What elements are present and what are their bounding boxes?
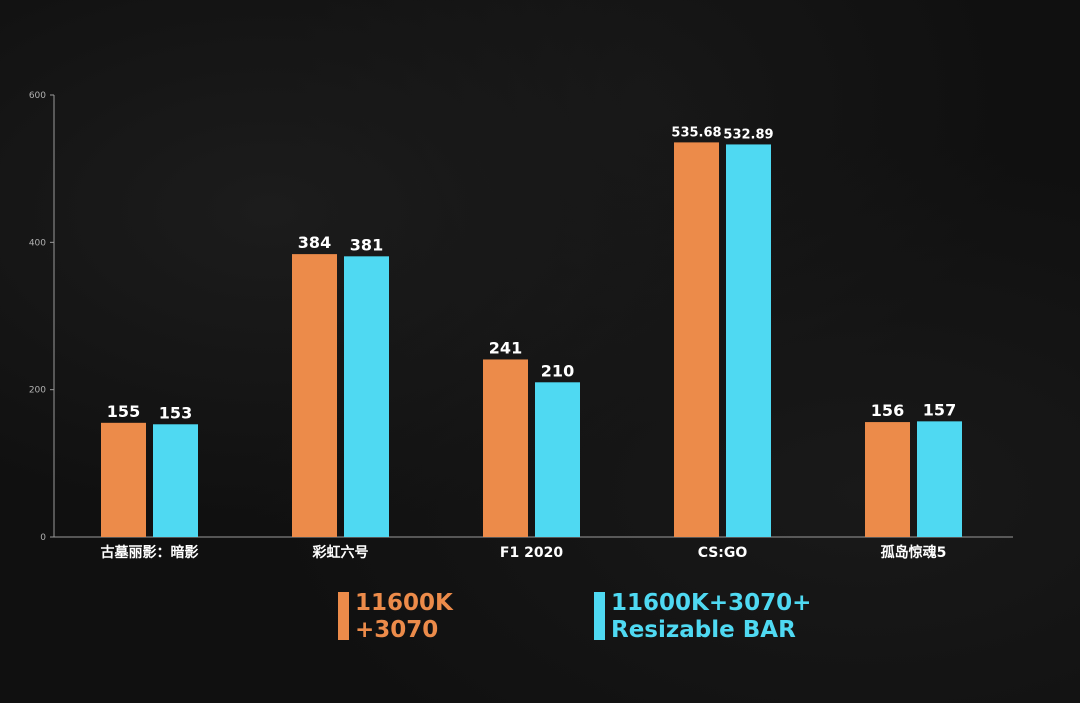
legend-label-series-2: 11600K+3070+ Resizable BAR [611,590,812,643]
bar-series-1 [101,422,146,537]
y-tick-label: 600 [29,91,46,101]
x-category-label: F1 2020 [500,545,563,561]
bar-value-label: 155 [107,402,140,421]
legend-item-series-2: 11600K+3070+ Resizable BAR [594,590,811,644]
bar-series-2 [153,424,198,537]
x-category-label: 彩虹六号 [312,544,369,561]
bar-series-1 [865,422,910,537]
bar-series-2 [917,421,962,537]
bar-series-1 [292,254,337,537]
bar-series-1 [483,359,528,537]
bar-value-label: 381 [350,235,383,254]
x-category-label: CS:GO [698,545,748,561]
y-tick-label: 200 [29,386,46,396]
x-category-label: 古墓丽影：暗影 [101,544,199,561]
bar-value-label: 210 [541,361,574,380]
bar-value-label: 384 [298,233,331,252]
y-tick-label: 400 [29,238,46,248]
bar-series-2 [344,256,389,537]
bar-value-label: 535.68 [671,125,721,140]
bar-series-1 [674,142,719,538]
bar-series-2 [726,144,771,538]
bar-value-label: 156 [871,401,904,420]
legend-label-series-1: 11600K +3070 [355,590,453,643]
legend-swatch-series-2 [594,592,605,640]
bar-series-2 [535,382,580,537]
bar-value-label: 153 [159,403,192,422]
legend-item-series-1: 11600K +3070 [338,590,453,644]
bar-value-label: 157 [923,400,956,419]
y-tick-label: 0 [40,533,46,543]
bar-value-label: 241 [489,338,522,357]
bar-value-label: 532.89 [723,127,773,142]
legend-swatch-series-1 [338,592,349,640]
x-category-label: 孤岛惊魂5 [881,544,947,561]
